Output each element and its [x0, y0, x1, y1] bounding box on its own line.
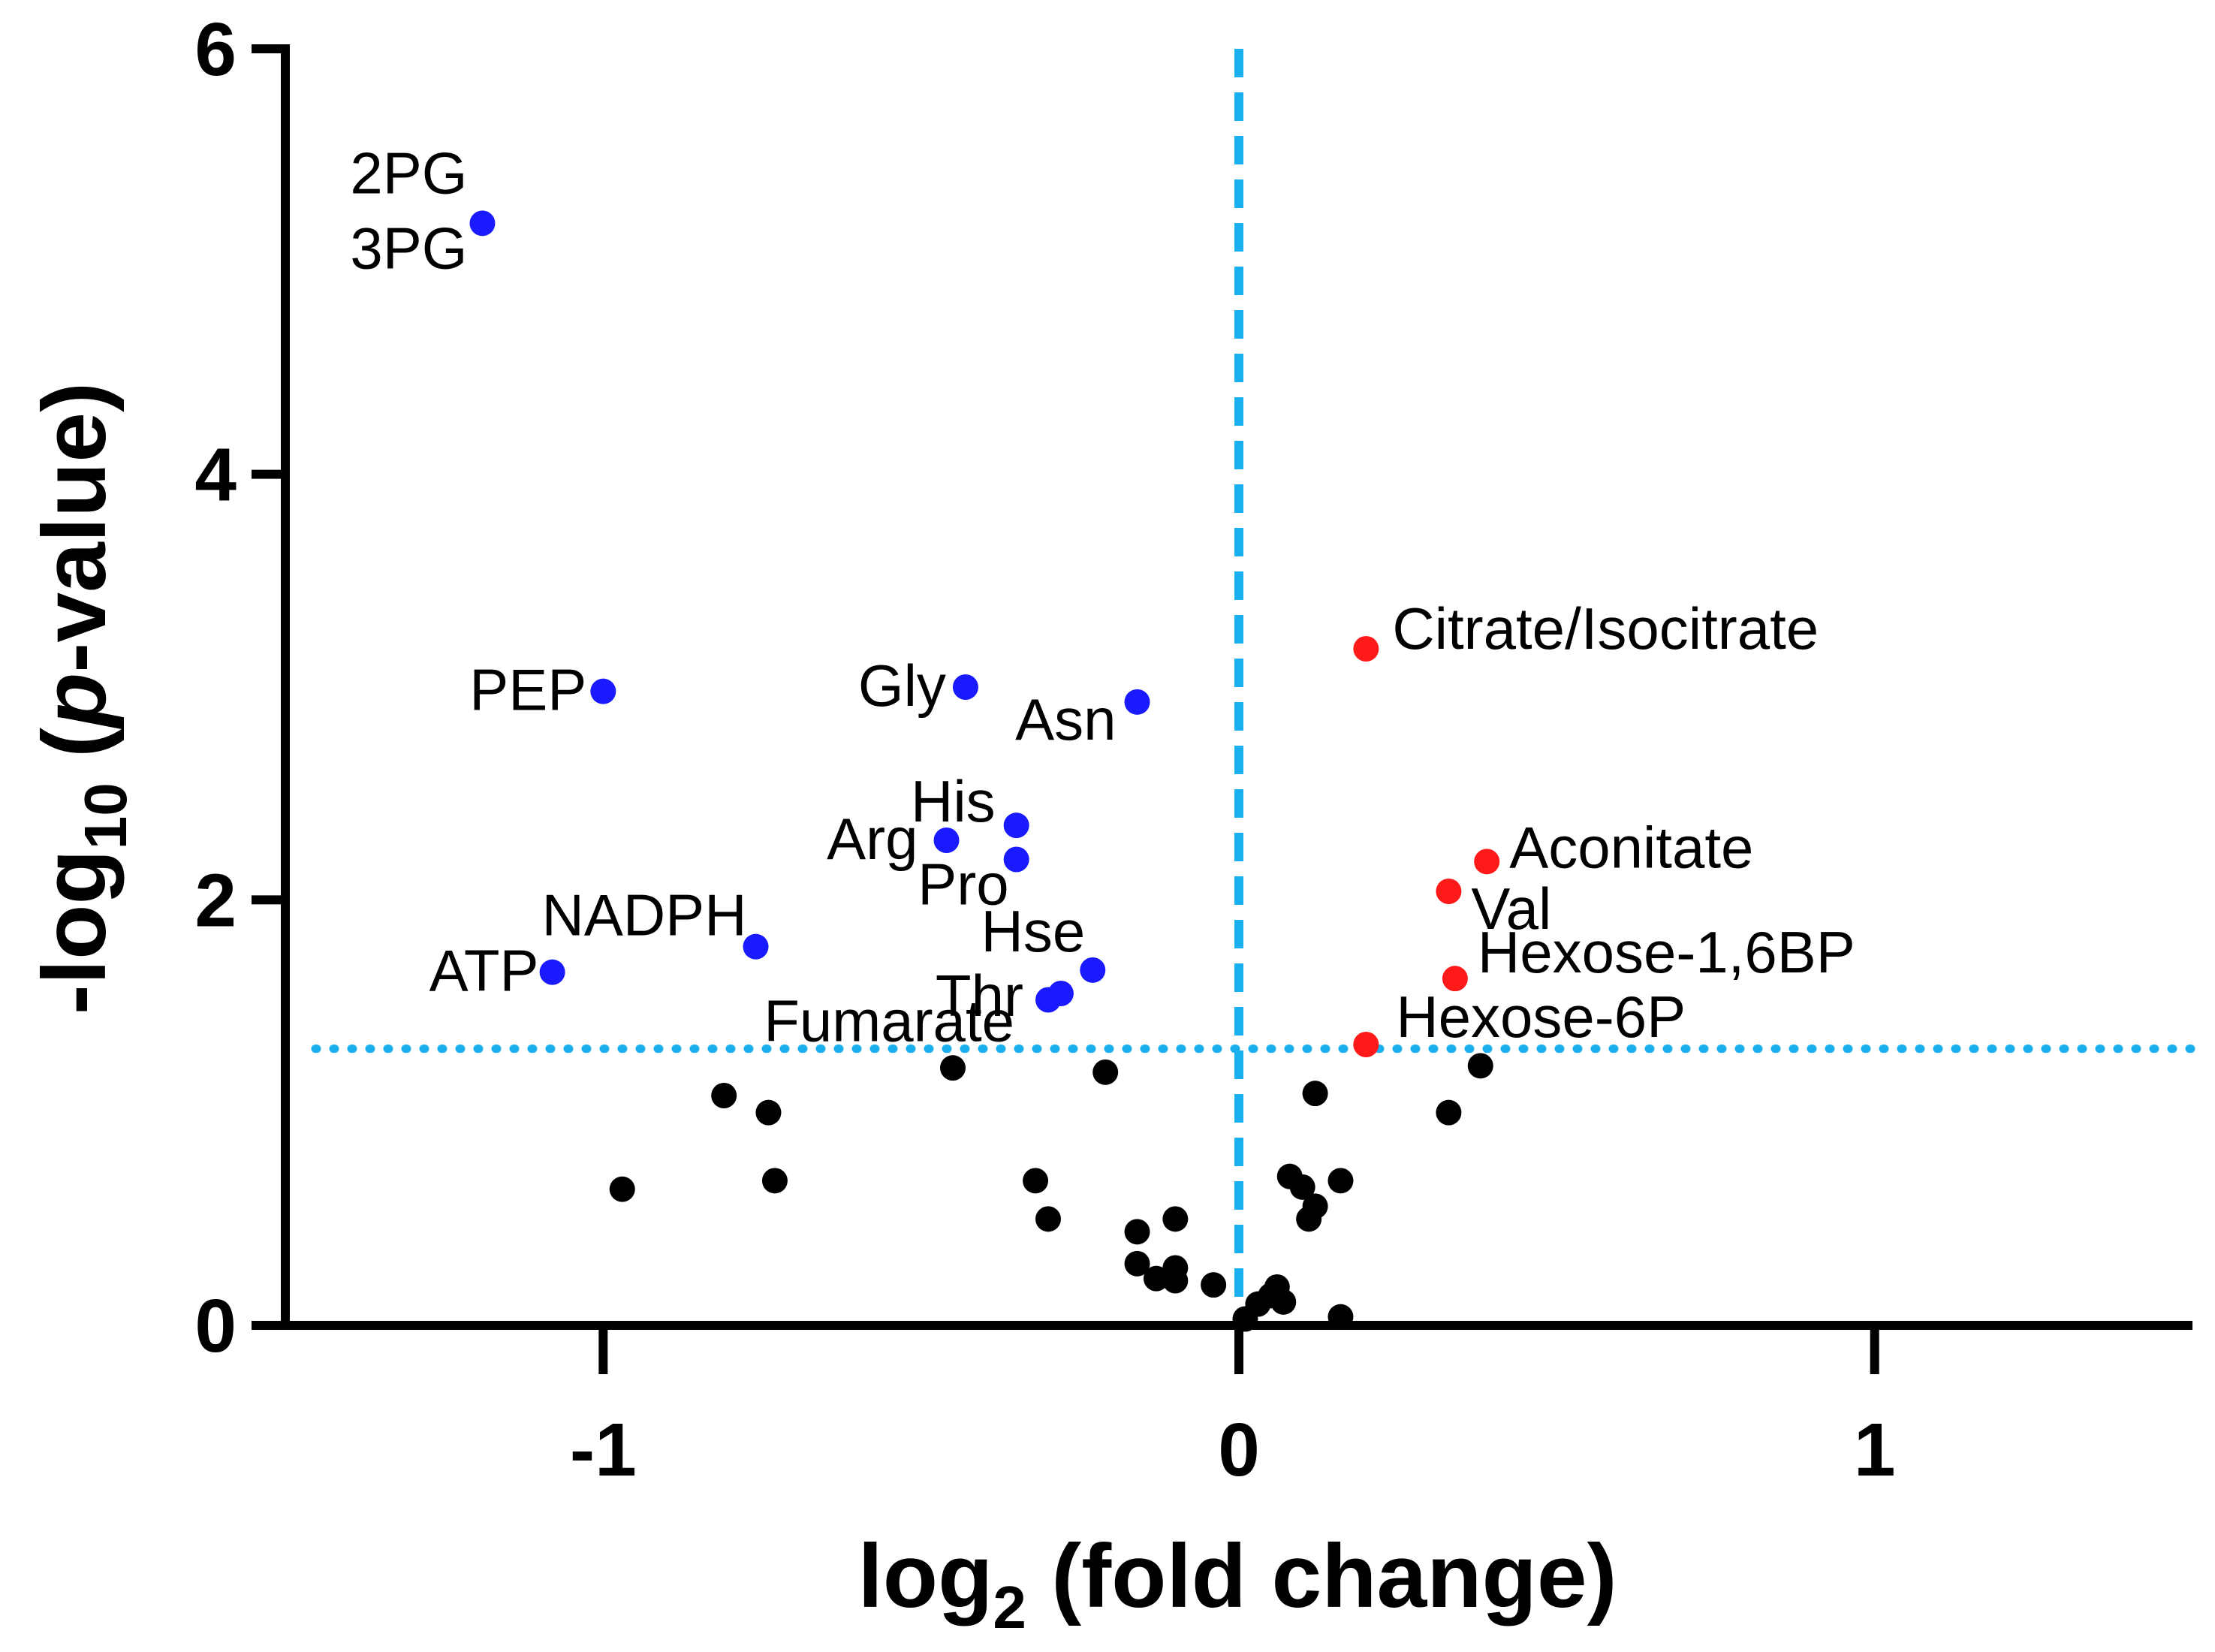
point-label: Hexose-6P	[1396, 984, 1686, 1050]
point-label: Pro	[918, 852, 1008, 918]
data-point	[590, 678, 616, 704]
data-point	[933, 828, 960, 853]
point-label: Arg	[827, 806, 918, 872]
data-point	[1353, 636, 1379, 662]
y-axis-title: -log10 (p-value)	[24, 382, 139, 1014]
point-label: NADPH	[541, 882, 746, 948]
x-tick-label: -1	[570, 1408, 637, 1492]
data-point	[1035, 987, 1061, 1013]
data-point	[1092, 1059, 1119, 1085]
data-point	[755, 1099, 782, 1126]
x-axis-title: log2 (fold change)	[857, 1526, 1617, 1641]
axes: 0 2 4 6 -1 0 1	[194, 8, 2192, 1492]
data-point	[1327, 1168, 1354, 1194]
point-label: Gly	[858, 653, 946, 719]
point-label: Asn	[1015, 686, 1116, 752]
point-label: Hexose-1,6BP	[1478, 919, 1855, 985]
point-label: Hse	[981, 898, 1086, 964]
data-point	[1124, 1250, 1150, 1277]
data-point	[1442, 966, 1468, 992]
x-tick-label: 0	[1218, 1408, 1260, 1492]
y-tick-label: 4	[194, 433, 237, 517]
data-point	[952, 674, 978, 700]
data-point	[1003, 812, 1029, 839]
data-point	[609, 1176, 635, 1202]
data-point	[1143, 1265, 1169, 1292]
point-label: 2PG 3PG	[350, 140, 467, 281]
data-point	[1474, 849, 1500, 875]
point-label: ATP	[429, 938, 539, 1004]
data-point	[1467, 1053, 1493, 1079]
data-point	[1023, 1168, 1049, 1194]
data-point	[1302, 1081, 1328, 1107]
data-point	[539, 959, 565, 985]
data-point	[761, 1168, 788, 1194]
data-point	[469, 210, 496, 237]
data-point	[1035, 1206, 1061, 1232]
point-label: His	[911, 768, 996, 834]
data-point	[1162, 1206, 1189, 1232]
data-point	[1003, 846, 1029, 873]
data-point	[1124, 1219, 1150, 1245]
point-label: PEP	[469, 657, 586, 723]
data-point	[743, 933, 769, 960]
data-point	[711, 1083, 737, 1108]
x-tick-label: 1	[1854, 1408, 1896, 1492]
y-tick-label: 0	[194, 1284, 237, 1368]
data-point	[1436, 1099, 1462, 1126]
data-point	[1296, 1206, 1322, 1232]
point-label: Val	[1471, 876, 1551, 942]
point-label: Citrate/Isocitrate	[1392, 595, 1819, 662]
y-tick-label: 6	[194, 8, 237, 92]
point-label: Thr	[936, 963, 1023, 1029]
data-point	[1353, 1032, 1379, 1057]
data-point	[940, 1055, 966, 1081]
data-point	[1270, 1289, 1297, 1315]
data-points	[469, 210, 1500, 1332]
data-point	[1124, 689, 1150, 715]
data-point	[1436, 879, 1462, 904]
data-point	[1327, 1304, 1354, 1330]
point-label: Aconitate	[1509, 814, 1753, 880]
y-tick-label: 2	[194, 858, 237, 942]
data-point	[1162, 1268, 1189, 1294]
data-point	[1201, 1272, 1227, 1298]
reference-lines	[311, 49, 2197, 1325]
data-point	[1289, 1174, 1315, 1200]
point-label: Fumarate	[764, 988, 1014, 1054]
data-point	[1080, 957, 1106, 983]
